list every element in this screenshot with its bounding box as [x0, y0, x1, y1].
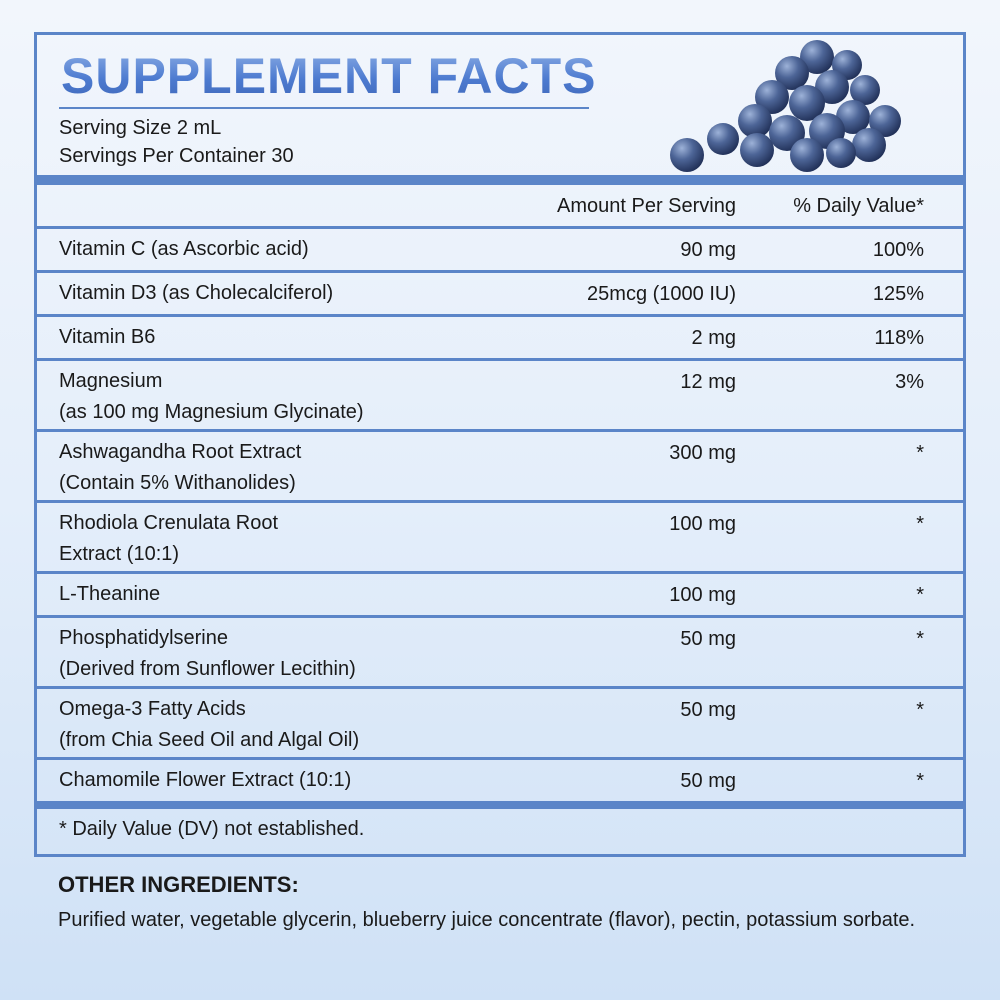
amount: 25mcg (1000 IU)	[587, 283, 736, 305]
amount: 300 mg	[669, 442, 736, 464]
nutrient-name: Rhodiola Crenulata Root Extract (10:1)	[59, 508, 278, 570]
name-line: Omega-3 Fatty Acids	[59, 698, 246, 720]
nutrient-row: Magnesium (as 100 mg Magnesium Glycinate)…	[37, 358, 963, 429]
other-ingredients-heading: OTHER INGREDIENTS:	[58, 872, 299, 897]
amount: 2 mg	[691, 327, 736, 349]
name-line: L-Theanine	[59, 583, 161, 605]
blueberries-image	[670, 40, 901, 172]
name-line: Chamomile Flower Extract (10:1)	[59, 769, 352, 791]
name-line: (Contain 5% Withanolides)	[59, 472, 296, 494]
nutrient-name: Magnesium (as 100 mg Magnesium Glycinate)	[59, 366, 364, 428]
thick-rule	[37, 801, 963, 809]
name-line: Extract (10:1)	[59, 543, 180, 565]
amount: 100 mg	[669, 513, 736, 535]
berry-cluster	[670, 40, 901, 172]
name-line: (Derived from Sunflower Lecithin)	[59, 658, 356, 680]
daily-value: 125%	[872, 283, 924, 305]
daily-value: *	[916, 770, 924, 792]
daily-value: *	[916, 628, 924, 650]
title-rule	[59, 107, 589, 109]
daily-value: *	[916, 442, 924, 464]
nutrient-row: L-Theanine 100 mg *	[37, 571, 963, 615]
daily-value: *	[916, 699, 924, 721]
amount: 12 mg	[680, 371, 736, 393]
nutrient-name: Vitamin B6	[59, 322, 155, 353]
footnote: * Daily Value (DV) not established.	[59, 818, 365, 840]
name-line: Phosphatidylserine	[59, 627, 228, 649]
nutrient-name: Phosphatidylserine (Derived from Sunflowe…	[59, 623, 356, 685]
daily-value: 100%	[872, 239, 924, 261]
daily-value: 118%	[874, 327, 924, 349]
amount: 50 mg	[680, 699, 736, 721]
title: SUPPLEMENT FACTS	[61, 48, 597, 104]
nutrient-name: Vitamin C (as Ascorbic acid)	[59, 234, 309, 265]
other-ingredients-text: Purified water, vegetable glycerin, blue…	[58, 909, 916, 931]
column-header: % Daily Value*	[793, 195, 924, 217]
amount: 100 mg	[669, 584, 736, 606]
nutrient-row: Rhodiola Crenulata Root Extract (10:1) 100…	[37, 500, 963, 571]
name-line: Vitamin B6	[59, 326, 156, 348]
nutrient-row: Omega-3 Fatty Acids (from Chia Seed Oil a…	[37, 686, 963, 757]
amount: 50 mg	[680, 770, 736, 792]
thick-rule	[37, 175, 963, 185]
nutrient-name: L-Theanine	[59, 579, 160, 610]
nutrient-row: Vitamin C (as Ascorbic acid) 90 mg 100%	[37, 226, 963, 270]
amount: 90 mg	[680, 239, 736, 261]
daily-value: *	[916, 513, 924, 535]
name-line: Vitamin C (as Ascorbic acid)	[59, 238, 309, 260]
servings-per-container: Servings Per Container 30	[59, 145, 294, 167]
serving-size: Serving Size 2 mL	[59, 117, 222, 139]
nutrient-name: Vitamin D3 (as Cholecalciferol)	[59, 278, 333, 309]
name-line: Magnesium	[59, 370, 163, 392]
nutrient-name: Chamomile Flower Extract (10:1)	[59, 765, 351, 796]
daily-value: 3%	[895, 371, 924, 393]
nutrient-name: Omega-3 Fatty Acids (from Chia Seed Oil a…	[59, 694, 359, 756]
facts-panel: SUPPLEMENT FACTS Serving Size 2 mL Servi…	[34, 32, 966, 857]
nutrient-row: Chamomile Flower Extract (10:1) 50 mg *	[37, 757, 963, 801]
nutrient-name: Ashwagandha Root Extract (Contain 5% With…	[59, 437, 301, 499]
daily-value: *	[916, 584, 924, 606]
nutrient-row: Vitamin B6 2 mg 118%	[37, 314, 963, 358]
nutrient-row: Phosphatidylserine (Derived from Sunflowe…	[37, 615, 963, 686]
column-header: Amount Per Serving	[557, 195, 736, 217]
name-line: Vitamin D3 (as Cholecalciferol)	[59, 282, 334, 304]
name-line: Ashwagandha Root Extract	[59, 441, 302, 463]
amount: 50 mg	[680, 628, 736, 650]
name-line: (as 100 mg Magnesium Glycinate)	[59, 401, 364, 423]
nutrient-row: Ashwagandha Root Extract (Contain 5% With…	[37, 429, 963, 500]
name-line: (from Chia Seed Oil and Algal Oil)	[59, 729, 360, 751]
name-line: Rhodiola Crenulata Root	[59, 512, 279, 534]
nutrient-row: Vitamin D3 (as Cholecalciferol) 25mcg (10…	[37, 270, 963, 314]
